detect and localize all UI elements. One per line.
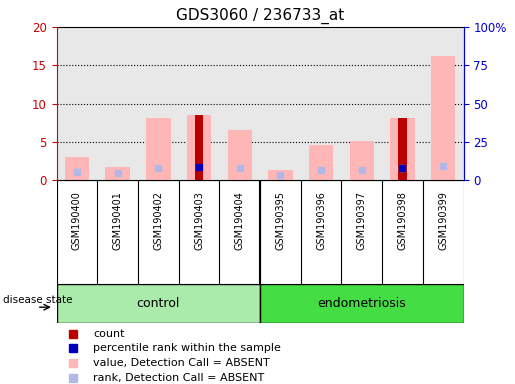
Text: GSM190395: GSM190395 bbox=[276, 191, 285, 250]
Text: GSM190401: GSM190401 bbox=[113, 191, 123, 250]
Bar bbox=[268, 170, 293, 180]
Text: rank, Detection Call = ABSENT: rank, Detection Call = ABSENT bbox=[93, 373, 265, 383]
Bar bbox=[309, 145, 333, 180]
Bar bbox=[260, 284, 464, 323]
Text: GSM190398: GSM190398 bbox=[398, 191, 407, 250]
Text: GSM190397: GSM190397 bbox=[357, 191, 367, 250]
Text: percentile rank within the sample: percentile rank within the sample bbox=[93, 343, 281, 353]
Bar bbox=[187, 115, 211, 180]
Text: GSM190403: GSM190403 bbox=[194, 191, 204, 250]
Text: GSM190402: GSM190402 bbox=[153, 191, 163, 250]
Bar bbox=[146, 118, 170, 180]
Bar bbox=[431, 56, 455, 180]
Title: GDS3060 / 236733_at: GDS3060 / 236733_at bbox=[176, 8, 344, 24]
Text: control: control bbox=[136, 297, 180, 310]
Bar bbox=[390, 118, 415, 180]
Bar bbox=[106, 167, 130, 180]
Text: GSM190400: GSM190400 bbox=[72, 191, 82, 250]
Text: GSM190404: GSM190404 bbox=[235, 191, 245, 250]
Text: GSM190396: GSM190396 bbox=[316, 191, 326, 250]
Text: GSM190399: GSM190399 bbox=[438, 191, 448, 250]
Text: disease state: disease state bbox=[3, 295, 72, 305]
Text: count: count bbox=[93, 329, 125, 339]
Bar bbox=[398, 118, 407, 180]
Bar bbox=[195, 115, 203, 180]
Text: endometriosis: endometriosis bbox=[317, 297, 406, 310]
Bar bbox=[228, 130, 252, 180]
Text: value, Detection Call = ABSENT: value, Detection Call = ABSENT bbox=[93, 358, 270, 368]
Bar bbox=[350, 141, 374, 180]
Bar bbox=[57, 284, 260, 323]
Bar bbox=[65, 157, 89, 180]
